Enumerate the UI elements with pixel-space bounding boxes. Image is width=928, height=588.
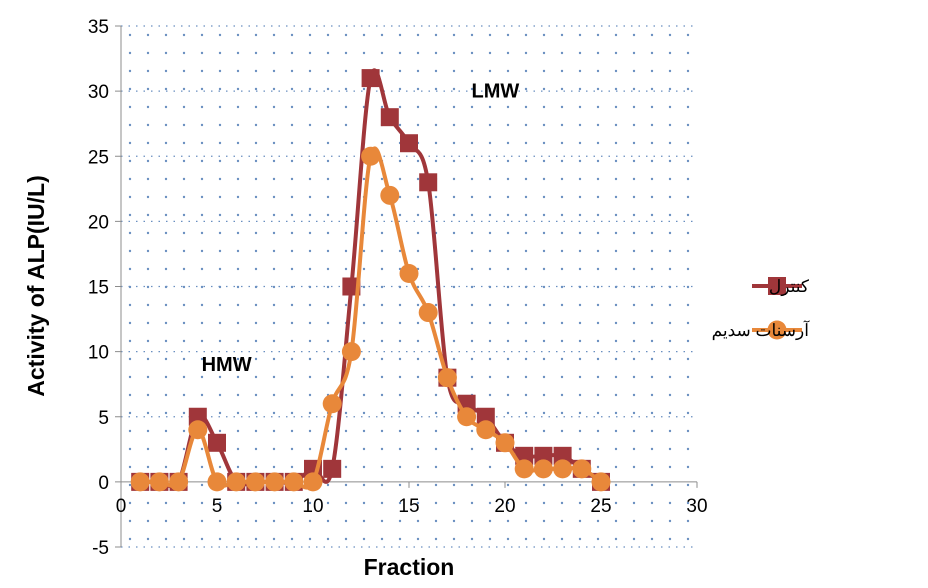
legend-marker-1	[768, 277, 786, 295]
y-tick-label: 0	[98, 473, 109, 494]
annotation-label: HMW	[202, 354, 252, 376]
x-tick-label: 0	[116, 496, 127, 517]
series-2-point	[495, 433, 515, 453]
series-2-point	[418, 303, 438, 323]
series-2-point	[188, 420, 208, 440]
series-1-point	[476, 407, 495, 426]
series-2-point	[207, 472, 227, 492]
series-1-point	[553, 446, 572, 465]
y-tick-label: 35	[88, 17, 109, 38]
series-2-point	[476, 420, 496, 440]
series-2-point	[437, 368, 457, 388]
series-2-point	[553, 459, 573, 479]
y-tick-label: -5	[92, 538, 109, 559]
y-tick-label: 30	[88, 82, 109, 103]
series-2-point	[514, 459, 534, 479]
x-tick-label: 5	[212, 496, 223, 517]
y-axis-title: Activity of ALP(IU/L)	[23, 175, 49, 396]
x-tick-label: 10	[302, 496, 323, 517]
series-2-point	[284, 472, 304, 492]
series-2-point	[265, 472, 285, 492]
series-1-point	[361, 69, 380, 88]
y-tick-label: 15	[88, 278, 109, 299]
y-tick-label: 20	[88, 212, 109, 233]
series-1-point	[400, 134, 418, 153]
series-2-point	[149, 472, 169, 492]
axes: -5 0 5 10 15 20 25 30 35 0 5 10 15 20 25 30	[88, 17, 708, 559]
annotations: HMW LMW	[202, 81, 520, 377]
series-1-point	[419, 173, 438, 192]
annotation-label: LMW	[472, 81, 520, 103]
series-2-point	[130, 472, 150, 492]
series-2-point	[245, 472, 265, 492]
series-1-point	[380, 108, 399, 127]
series-1-point	[188, 407, 207, 426]
x-tick-label: 15	[398, 496, 419, 517]
series-1-point	[208, 433, 226, 452]
series-group	[130, 68, 611, 492]
gridlines	[121, 25, 697, 548]
y-tick-label: 25	[88, 147, 109, 168]
series-2-point	[226, 472, 246, 492]
legend-label-1: کنترل	[769, 277, 810, 297]
series-2-point	[380, 185, 400, 205]
series-2-point	[361, 146, 381, 166]
series-2-point	[591, 472, 611, 492]
series-2-point	[572, 459, 592, 479]
legend: کنترل آرسنات سدیم	[712, 277, 811, 341]
plot-area-background	[121, 26, 697, 547]
series-2-point	[169, 472, 189, 492]
series-2-point	[457, 407, 477, 427]
series-2-point	[303, 472, 323, 492]
series-1-point	[323, 459, 342, 478]
x-tick-label: 25	[590, 496, 611, 517]
x-tick-label: 30	[686, 496, 707, 517]
y-tick-label: 10	[88, 343, 109, 364]
series-2-point	[399, 263, 419, 283]
series-2-point	[341, 342, 361, 362]
legend-label-2: آرسنات سدیم	[712, 319, 811, 341]
series-2-point	[322, 394, 342, 414]
series-2-point	[533, 459, 553, 479]
series-1-point	[515, 446, 534, 465]
y-tick-label: 5	[98, 408, 109, 429]
legend-marker-2	[767, 320, 787, 340]
series-1-point	[534, 446, 553, 465]
x-axis-title: Fraction	[364, 554, 455, 580]
x-tick-label: 20	[494, 496, 515, 517]
